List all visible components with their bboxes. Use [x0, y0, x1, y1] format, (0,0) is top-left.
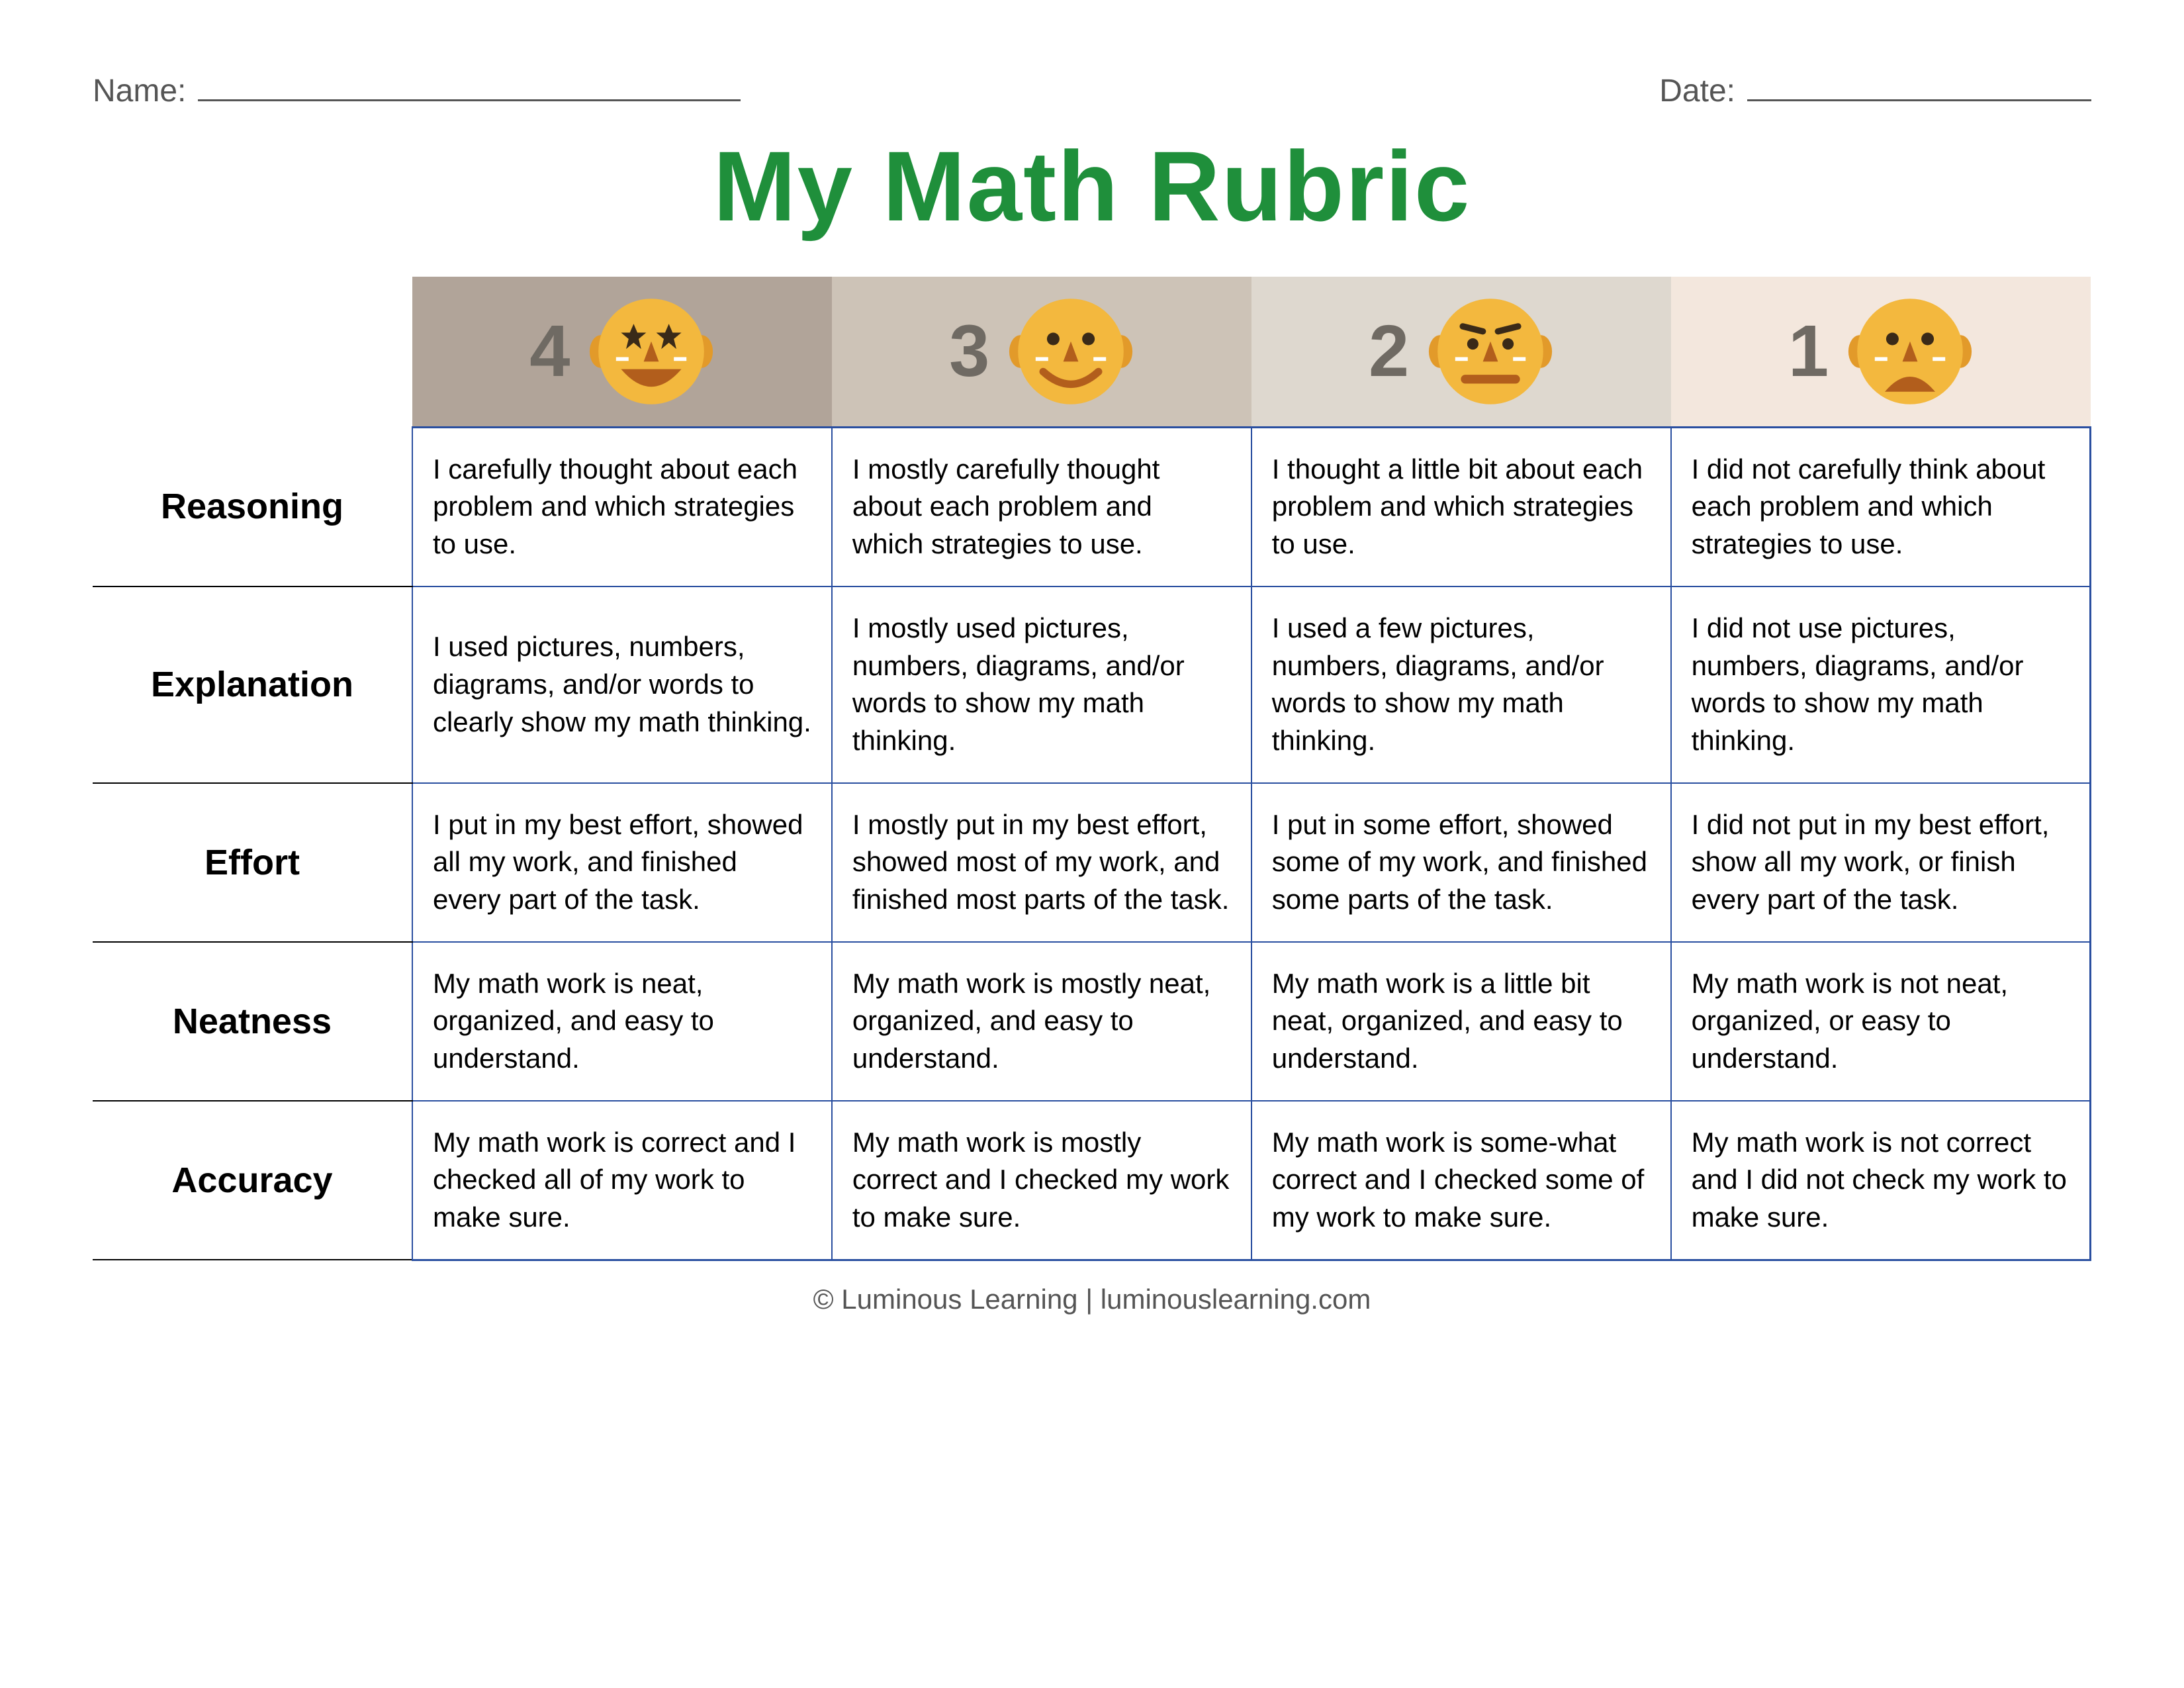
rubric-cell: My math work is a little bit neat, organ… — [1251, 942, 1671, 1101]
rubric-cell: I mostly carefully thought about each pr… — [832, 427, 1251, 586]
score-head-1: 1 — [1671, 277, 2091, 428]
rubric-body: ReasoningI carefully thought about each … — [93, 427, 2091, 1260]
name-blank[interactable] — [198, 66, 741, 101]
rubric-cell: I did not use pictures, numbers, diagram… — [1671, 586, 2091, 783]
date-field: Date: — [1659, 66, 2091, 109]
rubric-cell: My math work is some‐what correct and I … — [1251, 1101, 1671, 1260]
rubric-table: 4 3 2 1 — [93, 277, 2091, 1261]
score-number: 2 — [1369, 309, 1409, 393]
rubric-cell: My math work is mostly neat, organized, … — [832, 942, 1251, 1101]
score-head-4: 4 — [412, 277, 832, 428]
table-row: ExplanationI used pictures, numbers, dia… — [93, 586, 2091, 783]
category-name: Effort — [93, 783, 412, 942]
table-row: AccuracyMy math work is correct and I ch… — [93, 1101, 2091, 1260]
name-field: Name: — [93, 66, 741, 109]
smile-face-icon — [1008, 289, 1134, 414]
rubric-cell: I mostly used pictures, numbers, diagram… — [832, 586, 1251, 783]
rubric-cell: I put in some effort, showed some of my … — [1251, 783, 1671, 942]
score-number: 3 — [949, 309, 989, 393]
score-number: 4 — [529, 309, 570, 393]
rubric-cell: I used a few pictures, numbers, diagrams… — [1251, 586, 1671, 783]
frown-face-icon — [1847, 289, 1973, 414]
page-title: My Math Rubric — [93, 129, 2091, 244]
category-name: Reasoning — [93, 427, 412, 586]
category-name: Explanation — [93, 586, 412, 783]
footer-credit: © Luminous Learning | luminouslearning.c… — [93, 1284, 2091, 1315]
name-label: Name: — [93, 73, 186, 109]
score-header-row: 4 3 2 1 — [93, 277, 2091, 428]
rubric-cell: My math work is neat, organized, and eas… — [412, 942, 832, 1101]
rubric-cell: I mostly put in my best effort, showed m… — [832, 783, 1251, 942]
table-row: NeatnessMy math work is neat, organized,… — [93, 942, 2091, 1101]
rubric-cell: My math work is not correct and I did no… — [1671, 1101, 2091, 1260]
category-name: Accuracy — [93, 1101, 412, 1260]
date-label: Date: — [1659, 73, 1735, 109]
flat-face-icon — [1428, 289, 1553, 414]
rubric-cell: I thought a little bit about each proble… — [1251, 427, 1671, 586]
rubric-cell: I used pictures, numbers, diagrams, and/… — [412, 586, 832, 783]
rubric-cell: I did not put in my best effort, show al… — [1671, 783, 2091, 942]
rubric-cell: My math work is mostly correct and I che… — [832, 1101, 1251, 1260]
score-number: 1 — [1788, 309, 1829, 393]
rubric-cell: I did not carefully think about each pro… — [1671, 427, 2091, 586]
table-row: EffortI put in my best effort, showed al… — [93, 783, 2091, 942]
rubric-cell: I carefully thought about each problem a… — [412, 427, 832, 586]
rubric-cell: My math work is not neat, organized, or … — [1671, 942, 2091, 1101]
star-smile-face-icon — [588, 289, 714, 414]
header-blank — [93, 277, 412, 428]
table-row: ReasoningI carefully thought about each … — [93, 427, 2091, 586]
rubric-cell: My math work is correct and I checked al… — [412, 1101, 832, 1260]
score-head-2: 2 — [1251, 277, 1671, 428]
worksheet-header: Name: Date: — [93, 66, 2091, 109]
score-head-3: 3 — [832, 277, 1251, 428]
category-name: Neatness — [93, 942, 412, 1101]
rubric-cell: I put in my best effort, showed all my w… — [412, 783, 832, 942]
date-blank[interactable] — [1747, 66, 2091, 101]
